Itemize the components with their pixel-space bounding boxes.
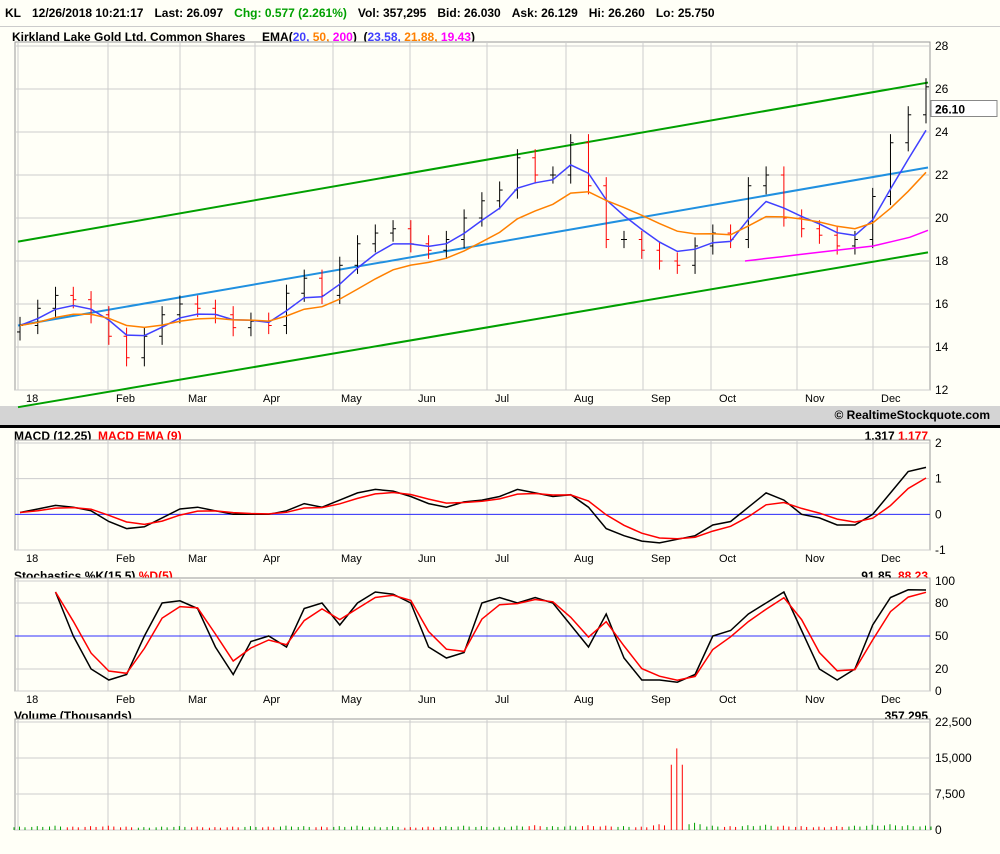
copyright-band: © RealtimeStockquote.com <box>0 406 1000 428</box>
quote-header: KL 12/26/2018 10:21:17 Last: 26.097 Chg:… <box>0 0 1000 27</box>
x-tick-label: Dec <box>881 553 901 565</box>
last-price-label: 26.10 <box>935 103 965 117</box>
ema50-line <box>19 171 927 329</box>
y-tick-label: 16 <box>935 297 949 311</box>
x-tick-label: Oct <box>719 694 736 706</box>
panel-frame <box>14 41 931 391</box>
channel-upper-line <box>17 81 929 243</box>
ema200-line <box>744 229 929 262</box>
y-tick-label: 26 <box>935 82 949 96</box>
x-tick-label: Oct <box>719 553 736 565</box>
y-tick-label: 0 <box>935 684 942 698</box>
panel-frame <box>14 718 931 831</box>
x-tick-label: Feb <box>116 393 135 405</box>
copyright: © RealtimeStockquote.com <box>834 408 990 422</box>
x-tick-label: Aug <box>574 393 594 405</box>
x-tick-label: 18 <box>26 553 38 565</box>
y-tick-label: 50 <box>935 629 949 643</box>
x-tick-label: 18 <box>26 694 38 706</box>
x-tick-label: Apr <box>263 393 280 405</box>
y-tick-label: 7,500 <box>935 787 965 801</box>
x-tick-label: Aug <box>574 553 594 565</box>
x-tick-label: Sep <box>651 553 671 565</box>
x-tick-label: Nov <box>805 393 825 405</box>
y-tick-label: 20 <box>935 662 949 676</box>
stoch-k-line <box>54 589 927 683</box>
y-tick-label: 14 <box>935 340 949 354</box>
x-tick-label: May <box>341 393 362 405</box>
stoch-d-line <box>54 591 927 681</box>
y-tick-label: 0 <box>935 823 942 837</box>
x-tick-label: Dec <box>881 393 901 405</box>
change: Chg: 0.577 (2.261%) <box>234 6 347 20</box>
x-tick-label: Jun <box>418 694 436 706</box>
x-tick-label: Aug <box>574 694 594 706</box>
y-tick-label: 0 <box>935 507 942 521</box>
x-tick-label: Sep <box>651 694 671 706</box>
x-tick-label: Oct <box>719 393 736 405</box>
y-tick-label: 12 <box>935 383 949 397</box>
last-price-box <box>930 100 998 117</box>
x-tick-label: May <box>341 553 362 565</box>
bid: Bid: 26.030 <box>437 6 501 20</box>
x-tick-label: Apr <box>263 553 280 565</box>
y-tick-label: 1 <box>935 472 942 486</box>
macd-signal-line <box>19 477 927 540</box>
x-tick-label: Sep <box>651 393 671 405</box>
x-tick-label: Mar <box>188 393 207 405</box>
datetime: 12/26/2018 10:21:17 <box>32 6 144 20</box>
y-tick-label: 22,500 <box>935 715 972 729</box>
panel-frame <box>14 439 931 551</box>
low: Lo: 25.750 <box>655 6 715 20</box>
channel-lower-line <box>17 251 929 409</box>
x-tick-label: Dec <box>881 694 901 706</box>
symbol: KL <box>5 6 21 20</box>
ask: Ask: 26.129 <box>511 6 578 20</box>
y-tick-label: 22 <box>935 168 949 182</box>
volume: Vol: 357,295 <box>357 6 427 20</box>
x-tick-label: Feb <box>116 694 135 706</box>
x-tick-label: Jul <box>495 694 509 706</box>
price-title: Kirkland Lake Gold Ltd. Common Shares EM… <box>12 30 475 44</box>
y-tick-label: 100 <box>935 574 955 588</box>
x-tick-label: Jun <box>418 553 436 565</box>
x-tick-label: Nov <box>805 553 825 565</box>
x-tick-label: Jul <box>495 553 509 565</box>
y-tick-label: 18 <box>935 254 949 268</box>
high: Hi: 26.260 <box>588 6 645 20</box>
x-tick-label: Feb <box>116 553 135 565</box>
x-tick-label: Mar <box>188 553 207 565</box>
x-tick-label: Jul <box>495 393 509 405</box>
x-tick-label: May <box>341 694 362 706</box>
x-tick-label: Nov <box>805 694 825 706</box>
x-tick-label: Apr <box>263 694 280 706</box>
macd-line <box>19 466 927 544</box>
x-tick-label: Jun <box>418 393 436 405</box>
x-tick-label: 18 <box>26 393 38 405</box>
y-tick-label: 28 <box>935 39 949 53</box>
last-price: Last: 26.097 <box>154 6 224 20</box>
y-tick-label: 80 <box>935 596 949 610</box>
y-tick-label: 2 <box>935 436 942 450</box>
y-tick-label: 15,000 <box>935 751 972 765</box>
y-tick-label: 20 <box>935 211 949 225</box>
y-tick-label: 24 <box>935 125 949 139</box>
y-tick-label: -1 <box>935 543 946 557</box>
x-tick-label: Mar <box>188 694 207 706</box>
